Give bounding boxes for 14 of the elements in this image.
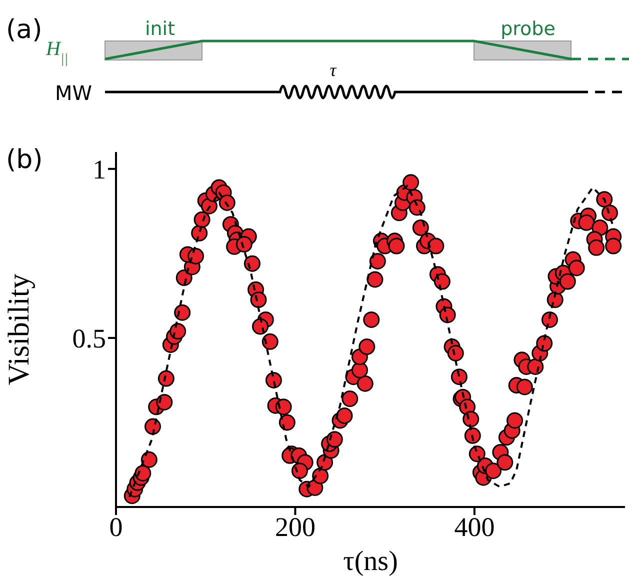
- x-tick-label: 400: [454, 512, 495, 542]
- y-axis-title: Visibility: [2, 274, 36, 386]
- y-tick-label: 0.5: [72, 324, 106, 354]
- text: init: [144, 18, 176, 40]
- text: probe: [500, 18, 556, 40]
- text: MW: [54, 81, 92, 105]
- text: H$_{||}$: [45, 38, 68, 66]
- y-tick-label: 1: [92, 154, 106, 184]
- text: (a): [6, 15, 42, 45]
- x-axis-title: τ(ns): [343, 546, 398, 577]
- x-tick-label: 0: [109, 512, 123, 542]
- text: τ: [330, 60, 337, 80]
- text: (b): [6, 145, 43, 175]
- x-tick-label: 200: [274, 512, 316, 542]
